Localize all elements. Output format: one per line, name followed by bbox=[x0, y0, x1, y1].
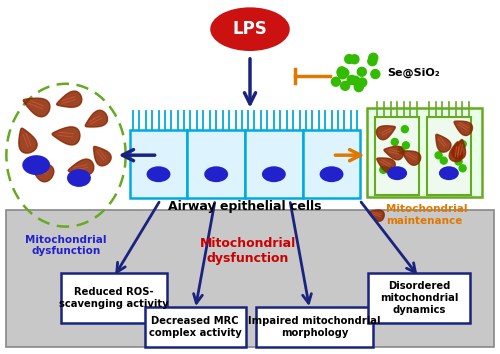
Polygon shape bbox=[384, 146, 404, 160]
Circle shape bbox=[368, 57, 377, 65]
Text: LPS: LPS bbox=[232, 20, 268, 38]
Polygon shape bbox=[449, 142, 463, 162]
Text: Impaired mitochondrial
morphology: Impaired mitochondrial morphology bbox=[248, 316, 381, 338]
Polygon shape bbox=[68, 159, 94, 175]
Text: Decreased MRC
complex activity: Decreased MRC complex activity bbox=[149, 316, 242, 338]
Text: Reduced ROS-
scavenging activity: Reduced ROS- scavenging activity bbox=[59, 287, 168, 309]
Circle shape bbox=[344, 55, 354, 63]
Polygon shape bbox=[377, 158, 395, 172]
Text: Disordered
mitochondrial
dynamics: Disordered mitochondrial dynamics bbox=[380, 281, 458, 315]
Circle shape bbox=[386, 167, 392, 173]
Circle shape bbox=[350, 55, 359, 64]
Circle shape bbox=[440, 157, 447, 164]
Circle shape bbox=[332, 77, 340, 86]
Circle shape bbox=[459, 141, 466, 148]
Circle shape bbox=[354, 82, 364, 92]
Circle shape bbox=[459, 165, 466, 172]
Ellipse shape bbox=[146, 166, 171, 182]
Circle shape bbox=[455, 158, 462, 165]
Polygon shape bbox=[368, 210, 384, 221]
Ellipse shape bbox=[210, 7, 290, 51]
Polygon shape bbox=[452, 139, 466, 159]
Circle shape bbox=[392, 138, 398, 145]
Bar bbox=[6, 210, 494, 347]
FancyBboxPatch shape bbox=[130, 130, 188, 198]
Ellipse shape bbox=[204, 166, 228, 182]
FancyBboxPatch shape bbox=[368, 273, 470, 323]
Circle shape bbox=[435, 152, 442, 159]
Polygon shape bbox=[19, 128, 37, 153]
Circle shape bbox=[338, 70, 347, 79]
Ellipse shape bbox=[22, 155, 50, 175]
Ellipse shape bbox=[439, 166, 459, 180]
FancyBboxPatch shape bbox=[245, 130, 302, 198]
Circle shape bbox=[358, 67, 366, 76]
Circle shape bbox=[347, 75, 356, 84]
Circle shape bbox=[340, 68, 349, 77]
Circle shape bbox=[402, 126, 408, 133]
Text: Mitochondrial
dysfunction: Mitochondrial dysfunction bbox=[26, 235, 107, 256]
Circle shape bbox=[402, 142, 409, 149]
Ellipse shape bbox=[262, 166, 286, 182]
Circle shape bbox=[338, 67, 346, 76]
Circle shape bbox=[337, 68, 346, 77]
FancyBboxPatch shape bbox=[144, 307, 246, 347]
Ellipse shape bbox=[67, 169, 91, 187]
Text: Airway epithelial cells: Airway epithelial cells bbox=[168, 200, 322, 213]
FancyBboxPatch shape bbox=[376, 118, 419, 195]
Polygon shape bbox=[454, 121, 472, 136]
Polygon shape bbox=[24, 98, 50, 117]
Circle shape bbox=[454, 152, 462, 159]
Polygon shape bbox=[436, 135, 451, 152]
Ellipse shape bbox=[387, 166, 407, 180]
Circle shape bbox=[380, 166, 387, 173]
Text: Mitochondrial
maintenance: Mitochondrial maintenance bbox=[386, 204, 468, 225]
Circle shape bbox=[358, 78, 366, 87]
FancyBboxPatch shape bbox=[60, 273, 167, 323]
Ellipse shape bbox=[320, 166, 344, 182]
Polygon shape bbox=[56, 91, 82, 107]
Polygon shape bbox=[30, 162, 54, 182]
Circle shape bbox=[369, 53, 378, 62]
FancyBboxPatch shape bbox=[302, 130, 360, 198]
Circle shape bbox=[351, 76, 360, 85]
FancyBboxPatch shape bbox=[188, 130, 245, 198]
FancyBboxPatch shape bbox=[427, 118, 471, 195]
Text: Se@SiO₂: Se@SiO₂ bbox=[387, 68, 440, 78]
Polygon shape bbox=[52, 127, 80, 145]
Polygon shape bbox=[86, 110, 108, 127]
Polygon shape bbox=[94, 147, 111, 166]
FancyBboxPatch shape bbox=[368, 108, 482, 197]
Polygon shape bbox=[376, 126, 396, 140]
Circle shape bbox=[398, 147, 404, 154]
FancyBboxPatch shape bbox=[256, 307, 373, 347]
Text: Mitochondrial
dysfunction: Mitochondrial dysfunction bbox=[200, 238, 296, 266]
Polygon shape bbox=[402, 151, 420, 165]
Circle shape bbox=[371, 70, 380, 79]
Circle shape bbox=[340, 81, 349, 90]
